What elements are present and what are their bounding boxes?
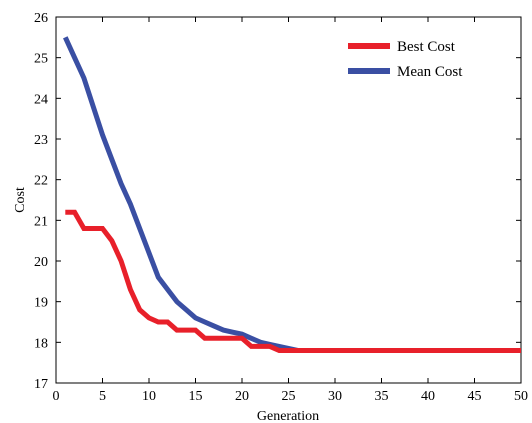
- x-tick-label-0: 0: [53, 389, 60, 404]
- x-tick-label-1: 5: [99, 389, 106, 404]
- y-tick-label-2: 19: [34, 296, 48, 311]
- x-tick-label-7: 35: [375, 389, 389, 404]
- x-tick-label-10: 50: [514, 389, 528, 404]
- y-tick-label-7: 24: [34, 92, 48, 107]
- y-axis-label: Cost: [13, 187, 28, 213]
- y-tick-label-0: 17: [34, 377, 48, 392]
- y-tick-label-8: 25: [34, 52, 48, 67]
- series-line-best-cost: [65, 209, 521, 353]
- x-tick-label-3: 15: [189, 389, 203, 404]
- y-tick-label-9: 26: [34, 11, 48, 26]
- x-tick-label-8: 40: [421, 389, 435, 404]
- x-tick-label-2: 10: [142, 389, 156, 404]
- y-tick-label-5: 22: [34, 174, 48, 189]
- y-tick-label-6: 23: [34, 133, 48, 148]
- legend: Best Cost Mean Cost: [348, 39, 463, 80]
- x-tick-label-4: 20: [235, 389, 249, 404]
- axis-ticks: 0 5 10 15 20 25 30 35 40 45 50 17 18 19 20 21 22 23 24 25 26: [34, 11, 528, 404]
- series-lines: [63, 36, 521, 353]
- x-tick-label-9: 45: [468, 389, 482, 404]
- x-axis-label: Generation: [257, 409, 319, 423]
- x-tick-label-5: 25: [282, 389, 296, 404]
- y-tick-label-3: 20: [34, 255, 48, 270]
- legend-label-0: Best Cost: [397, 39, 456, 55]
- plot-area: [55, 16, 522, 384]
- y-tick-label-1: 18: [34, 336, 48, 351]
- legend-label-1: Mean Cost: [397, 64, 463, 80]
- x-tick-label-6: 30: [328, 389, 342, 404]
- y-tick-label-4: 21: [34, 214, 48, 229]
